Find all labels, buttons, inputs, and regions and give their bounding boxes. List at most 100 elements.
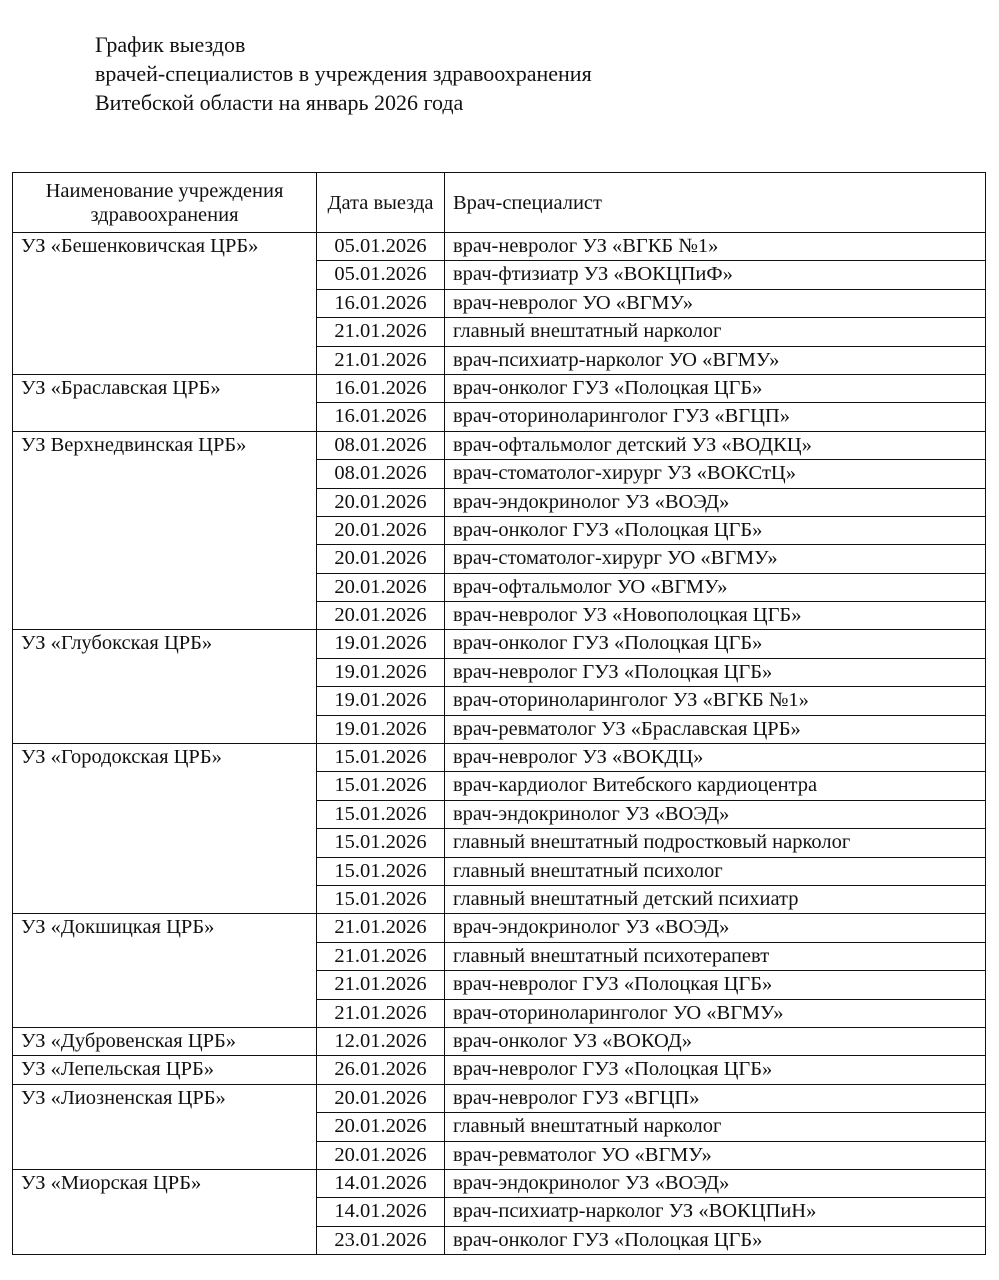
table-row: УЗ Верхнедвинская ЦРБ» 08.01.2026 врач-офт…	[12, 430, 986, 631]
date-cell: 15.01.2026	[316, 743, 445, 773]
date-cell: 16.01.2026	[316, 288, 445, 319]
table-body: Наименование учреждения здравоохранения …	[12, 172, 986, 1256]
doctor-cell: врач-невролог ГУЗ «Полоцкая ЦГБ»	[444, 970, 986, 1000]
table-row: 19.01.2026 врач-ревматолог УЗ «Браславска…	[13, 714, 986, 745]
date-cell: 21.01.2026	[316, 345, 445, 375]
doctor-cell: врач-невролог ГУЗ «Полоцкая ЦГБ»	[444, 657, 986, 688]
table-row: 20.01.2026 врач-эндокринолог УЗ «ВОЭД»	[13, 487, 986, 517]
date-cell: 15.01.2026	[316, 771, 445, 801]
institution-cell: УЗ «Лиозненская ЦРБ»	[12, 1083, 317, 1170]
date-cell: 20.01.2026	[316, 572, 445, 603]
doctor-cell: главный внештатный подростковый нарколог	[444, 828, 986, 858]
doctor-cell: врач-невролог УЗ «Новополоцкая ЦГБ»	[444, 601, 986, 631]
date-cell: 20.01.2026	[316, 1083, 445, 1114]
doctor-cell: врач-ревматолог УО «ВГМУ»	[444, 1140, 986, 1170]
date-cell: 15.01.2026	[316, 856, 445, 886]
date-cell: 21.01.2026	[316, 941, 445, 972]
table-row: 08.01.2026 врач-стоматолог-хирург УЗ «ВОК…	[13, 459, 986, 489]
doctor-cell: врач-невролог УЗ «ВГКБ №1»	[444, 231, 986, 262]
date-cell: 23.01.2026	[316, 1225, 445, 1256]
doctor-cell: главный внештатный детский психиатр	[444, 884, 986, 915]
table-row: УЗ «Бешенковичская ЦРБ» 05.01.2026 врач-не…	[12, 231, 986, 375]
table-row: УЗ «Дубровенская ЦРБ» 12.01.2026 врач-онко…	[12, 1026, 986, 1057]
date-cell: 05.01.2026	[316, 231, 445, 262]
doctor-cell: врач-невролог ГУЗ «Полоцкая ЦГБ»	[444, 1055, 986, 1085]
table-row: 21.01.2026 главный внештатный психотерапе…	[13, 941, 986, 972]
header-cell: Наименование учреждения здравоохранения	[12, 172, 317, 233]
doctor-cell: врач-оториноларинголог ГУЗ «ВГЦП»	[444, 402, 986, 432]
table-row: 05.01.2026 врач-фтизиатр УЗ «ВОКЦПиФ»	[13, 260, 986, 290]
institution-cell: УЗ «Дубровенская ЦРБ»	[12, 1026, 317, 1057]
doctor-cell: врач-невролог ГУЗ «ВГЦП»	[444, 1083, 986, 1114]
doctor-cell: врач-онколог ГУЗ «Полоцкая ЦГБ»	[444, 629, 986, 659]
date-cell: 05.01.2026	[316, 260, 445, 290]
table-row: 19.01.2026 врач-оториноларинголог УЗ «ВГК…	[13, 686, 986, 716]
table-row: 14.01.2026 врач-психиатр-нарколог УЗ «ВОК…	[13, 1197, 986, 1227]
doctor-cell: врач-фтизиатр УЗ «ВОКЦПиФ»	[444, 260, 986, 290]
schedule-table: Наименование учреждения здравоохранения …	[12, 172, 986, 1256]
table-row: 20.01.2026 врач-онколог ГУЗ «Полоцкая ЦГБ…	[13, 515, 986, 546]
table-row: 21.01.2026 главный внештатный нарколог	[13, 317, 986, 347]
doctor-cell: врач-эндокринолог УЗ «ВОЭД»	[444, 913, 986, 943]
date-cell: 20.01.2026	[316, 601, 445, 631]
doctor-cell: врач-оториноларинголог УО «ВГМУ»	[444, 998, 986, 1028]
institution-cell: УЗ «Глубокская ЦРБ»	[12, 629, 317, 745]
table-row: 23.01.2026 врач-онколог ГУЗ «Полоцкая ЦГБ…	[13, 1225, 986, 1256]
doctor-cell: главный внештатный психолог	[444, 856, 986, 886]
date-cell: 19.01.2026	[316, 714, 445, 745]
institution-cell: УЗ «Браславская ЦРБ»	[12, 373, 317, 432]
institution-cell: УЗ «Миорская ЦРБ»	[12, 1168, 317, 1256]
date-cell: 15.01.2026	[316, 828, 445, 858]
date-cell: 14.01.2026	[316, 1168, 445, 1199]
table-row: 15.01.2026 главный внештатный подростковы…	[13, 828, 986, 858]
table-row: УЗ «Браславская ЦРБ» 16.01.2026 врач-онкол…	[12, 373, 986, 432]
table-row: 21.01.2026 врач-психиатр-нарколог УО «ВГМ…	[13, 345, 986, 375]
institution-cell: УЗ «Бешенковичская ЦРБ»	[12, 232, 317, 375]
date-cell: 20.01.2026	[316, 487, 445, 517]
header-row: Наименование учреждения здравоохранения …	[12, 172, 986, 233]
date-cell: 21.01.2026	[316, 913, 445, 943]
date-cell: 15.01.2026	[316, 884, 445, 915]
table-row: 21.01.2026 врач-оториноларинголог УО «ВГМ…	[13, 998, 986, 1028]
doctor-cell: врач-психиатр-нарколог УЗ «ВОКЦПиН»	[444, 1197, 986, 1227]
doctor-cell: врач-ревматолог УЗ «Браславская ЦРБ»	[444, 714, 986, 745]
doctor-cell: врач-психиатр-нарколог УО «ВГМУ»	[444, 345, 986, 375]
doctor-cell: врач-стоматолог-хирург УЗ «ВОКСтЦ»	[444, 459, 986, 489]
table-row: 20.01.2026 врач-невролог УЗ «Новополоцкая…	[13, 601, 986, 631]
doctor-cell: врач-невролог УО «ВГМУ»	[444, 288, 986, 319]
table-row: УЗ «Миорская ЦРБ» 14.01.2026 врач-эндокрин…	[12, 1168, 986, 1256]
doctor-cell: врач-офтальмолог УО «ВГМУ»	[444, 572, 986, 603]
doctor-cell: врач-эндокринолог УЗ «ВОЭД»	[444, 799, 986, 830]
date-cell: 20.01.2026	[316, 1140, 445, 1170]
doctor-cell: врач-офтальмолог детский УЗ «ВОДКЦ»	[444, 430, 986, 461]
table-row: УЗ «Лиозненская ЦРБ» 20.01.2026 врач-невро…	[12, 1083, 986, 1170]
table-row: 16.01.2026 врач-оториноларинголог ГУЗ «ВГ…	[13, 402, 986, 432]
doctor-cell: главный внештатный психотерапевт	[444, 941, 986, 972]
date-cell: 08.01.2026	[316, 459, 445, 489]
table-row: 19.01.2026 врач-невролог ГУЗ «Полоцкая ЦГ…	[13, 657, 986, 688]
date-cell: 12.01.2026	[316, 1026, 445, 1057]
doctor-cell: главный внештатный нарколог	[444, 1112, 986, 1142]
date-cell: 20.01.2026	[316, 544, 445, 574]
doctor-cell: врач-онколог ГУЗ «Полоцкая ЦГБ»	[444, 1225, 986, 1256]
date-cell: 16.01.2026	[316, 373, 445, 404]
institution-cell: УЗ «Докшицкая ЦРБ»	[12, 913, 317, 1028]
table-row: 20.01.2026 главный внештатный нарколог	[13, 1112, 986, 1142]
date-cell: 20.01.2026	[316, 515, 445, 546]
date-cell: 26.01.2026	[316, 1055, 445, 1085]
date-cell: 20.01.2026	[316, 1112, 445, 1142]
document-title: График выездов врачей-специалистов в учр…	[95, 30, 592, 117]
doctor-cell: врач-онколог ГУЗ «Полоцкая ЦГБ»	[444, 515, 986, 546]
date-cell: 19.01.2026	[316, 657, 445, 688]
header-cell: Врач-специалист	[444, 172, 986, 233]
date-cell: 21.01.2026	[316, 998, 445, 1028]
doctor-cell: врач-онколог УЗ «ВОКОД»	[444, 1026, 986, 1057]
title-line: График выездов	[95, 32, 246, 57]
date-cell: 19.01.2026	[316, 686, 445, 716]
table-row: УЗ «Докшицкая ЦРБ» 21.01.2026 врач-эндокри…	[12, 913, 986, 1028]
table-row: 15.01.2026 врач-кардиолог Витебского кард…	[13, 771, 986, 801]
date-cell: 15.01.2026	[316, 799, 445, 830]
doctor-cell: врач-онколог ГУЗ «Полоцкая ЦГБ»	[444, 373, 986, 404]
table-row: 20.01.2026 врач-офтальмолог УО «ВГМУ»	[13, 572, 986, 603]
